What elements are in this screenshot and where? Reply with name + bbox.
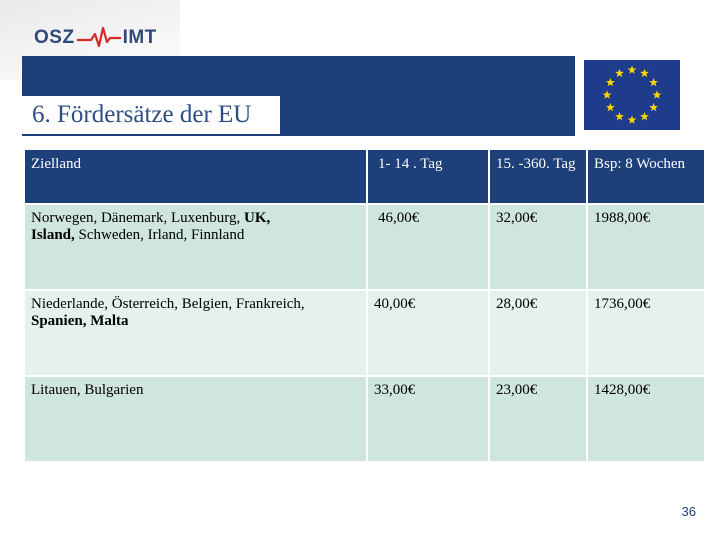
countries-text-bold: Spanien, Malta <box>31 313 129 329</box>
eu-star-icon <box>615 68 624 78</box>
title-plate <box>22 96 280 134</box>
eu-star-icon <box>627 65 637 74</box>
countries-text: Niederlande, Österreich, Belgien, Frankr… <box>31 296 305 312</box>
table-row: Norwegen, Dänemark, Luxenburg, UK, Islan… <box>25 204 706 291</box>
cell-day1-14: 46,00€ <box>367 204 490 291</box>
countries-text: Norwegen, Dänemark, Luxenburg, <box>31 210 244 226</box>
cell-example: 1988,00€ <box>587 204 706 291</box>
eu-flag-icon <box>578 56 686 134</box>
eu-star-icon <box>605 77 615 87</box>
countries-text-bold: UK, <box>244 210 271 226</box>
logo-text-right: IMT <box>122 27 157 48</box>
countries-text-bold: Island, <box>31 227 75 243</box>
header-day15-360: 15. -360. Tag <box>489 150 588 205</box>
cell-example: 1736,00€ <box>587 290 706 377</box>
cell-example: 1428,00€ <box>587 376 706 463</box>
countries-text: Schweden, Irland, Finnland <box>74 227 245 243</box>
cell-day1-14: 40,00€ <box>367 290 490 377</box>
eu-star-icon <box>605 102 615 112</box>
cell-day15-360: 28,00€ <box>489 290 588 377</box>
heartbeat-icon <box>76 26 121 48</box>
eu-star-icon <box>652 90 662 99</box>
page-title: 6. Fördersätze der EU <box>32 101 252 128</box>
table-row: Litauen, Bulgarien 33,00€ 23,00€ 1428,00… <box>25 376 706 463</box>
cell-countries: Niederlande, Österreich, Belgien, Frankr… <box>25 290 368 377</box>
funding-rates-table: Zielland 1- 14 . Tag 15. -360. Tag Bsp: … <box>25 150 706 463</box>
header-example: Bsp: 8 Wochen <box>587 150 706 205</box>
cell-day15-360: 23,00€ <box>489 376 588 463</box>
eu-star-icon <box>649 102 659 112</box>
header-day1-14: 1- 14 . Tag <box>367 150 490 205</box>
cell-countries: Litauen, Bulgarien <box>25 376 368 463</box>
table-header-row: Zielland 1- 14 . Tag 15. -360. Tag Bsp: … <box>25 150 706 205</box>
header-country: Zielland <box>25 150 368 205</box>
cell-countries: Norwegen, Dänemark, Luxenburg, UK, Islan… <box>25 204 368 291</box>
eu-star-icon <box>615 112 624 121</box>
osz-imt-logo: OSZ IMT <box>34 24 157 52</box>
eu-star-icon <box>640 112 649 121</box>
eu-star-icon <box>649 77 659 87</box>
eu-star-icon <box>627 115 637 124</box>
cell-day15-360: 32,00€ <box>489 204 588 291</box>
logo-text-left: OSZ <box>34 27 75 48</box>
table-row: Niederlande, Österreich, Belgien, Frankr… <box>25 290 706 377</box>
eu-star-icon <box>640 68 649 78</box>
page-number: 36 <box>681 504 696 519</box>
cell-day1-14: 33,00€ <box>367 376 490 463</box>
eu-star-icon <box>602 90 612 99</box>
